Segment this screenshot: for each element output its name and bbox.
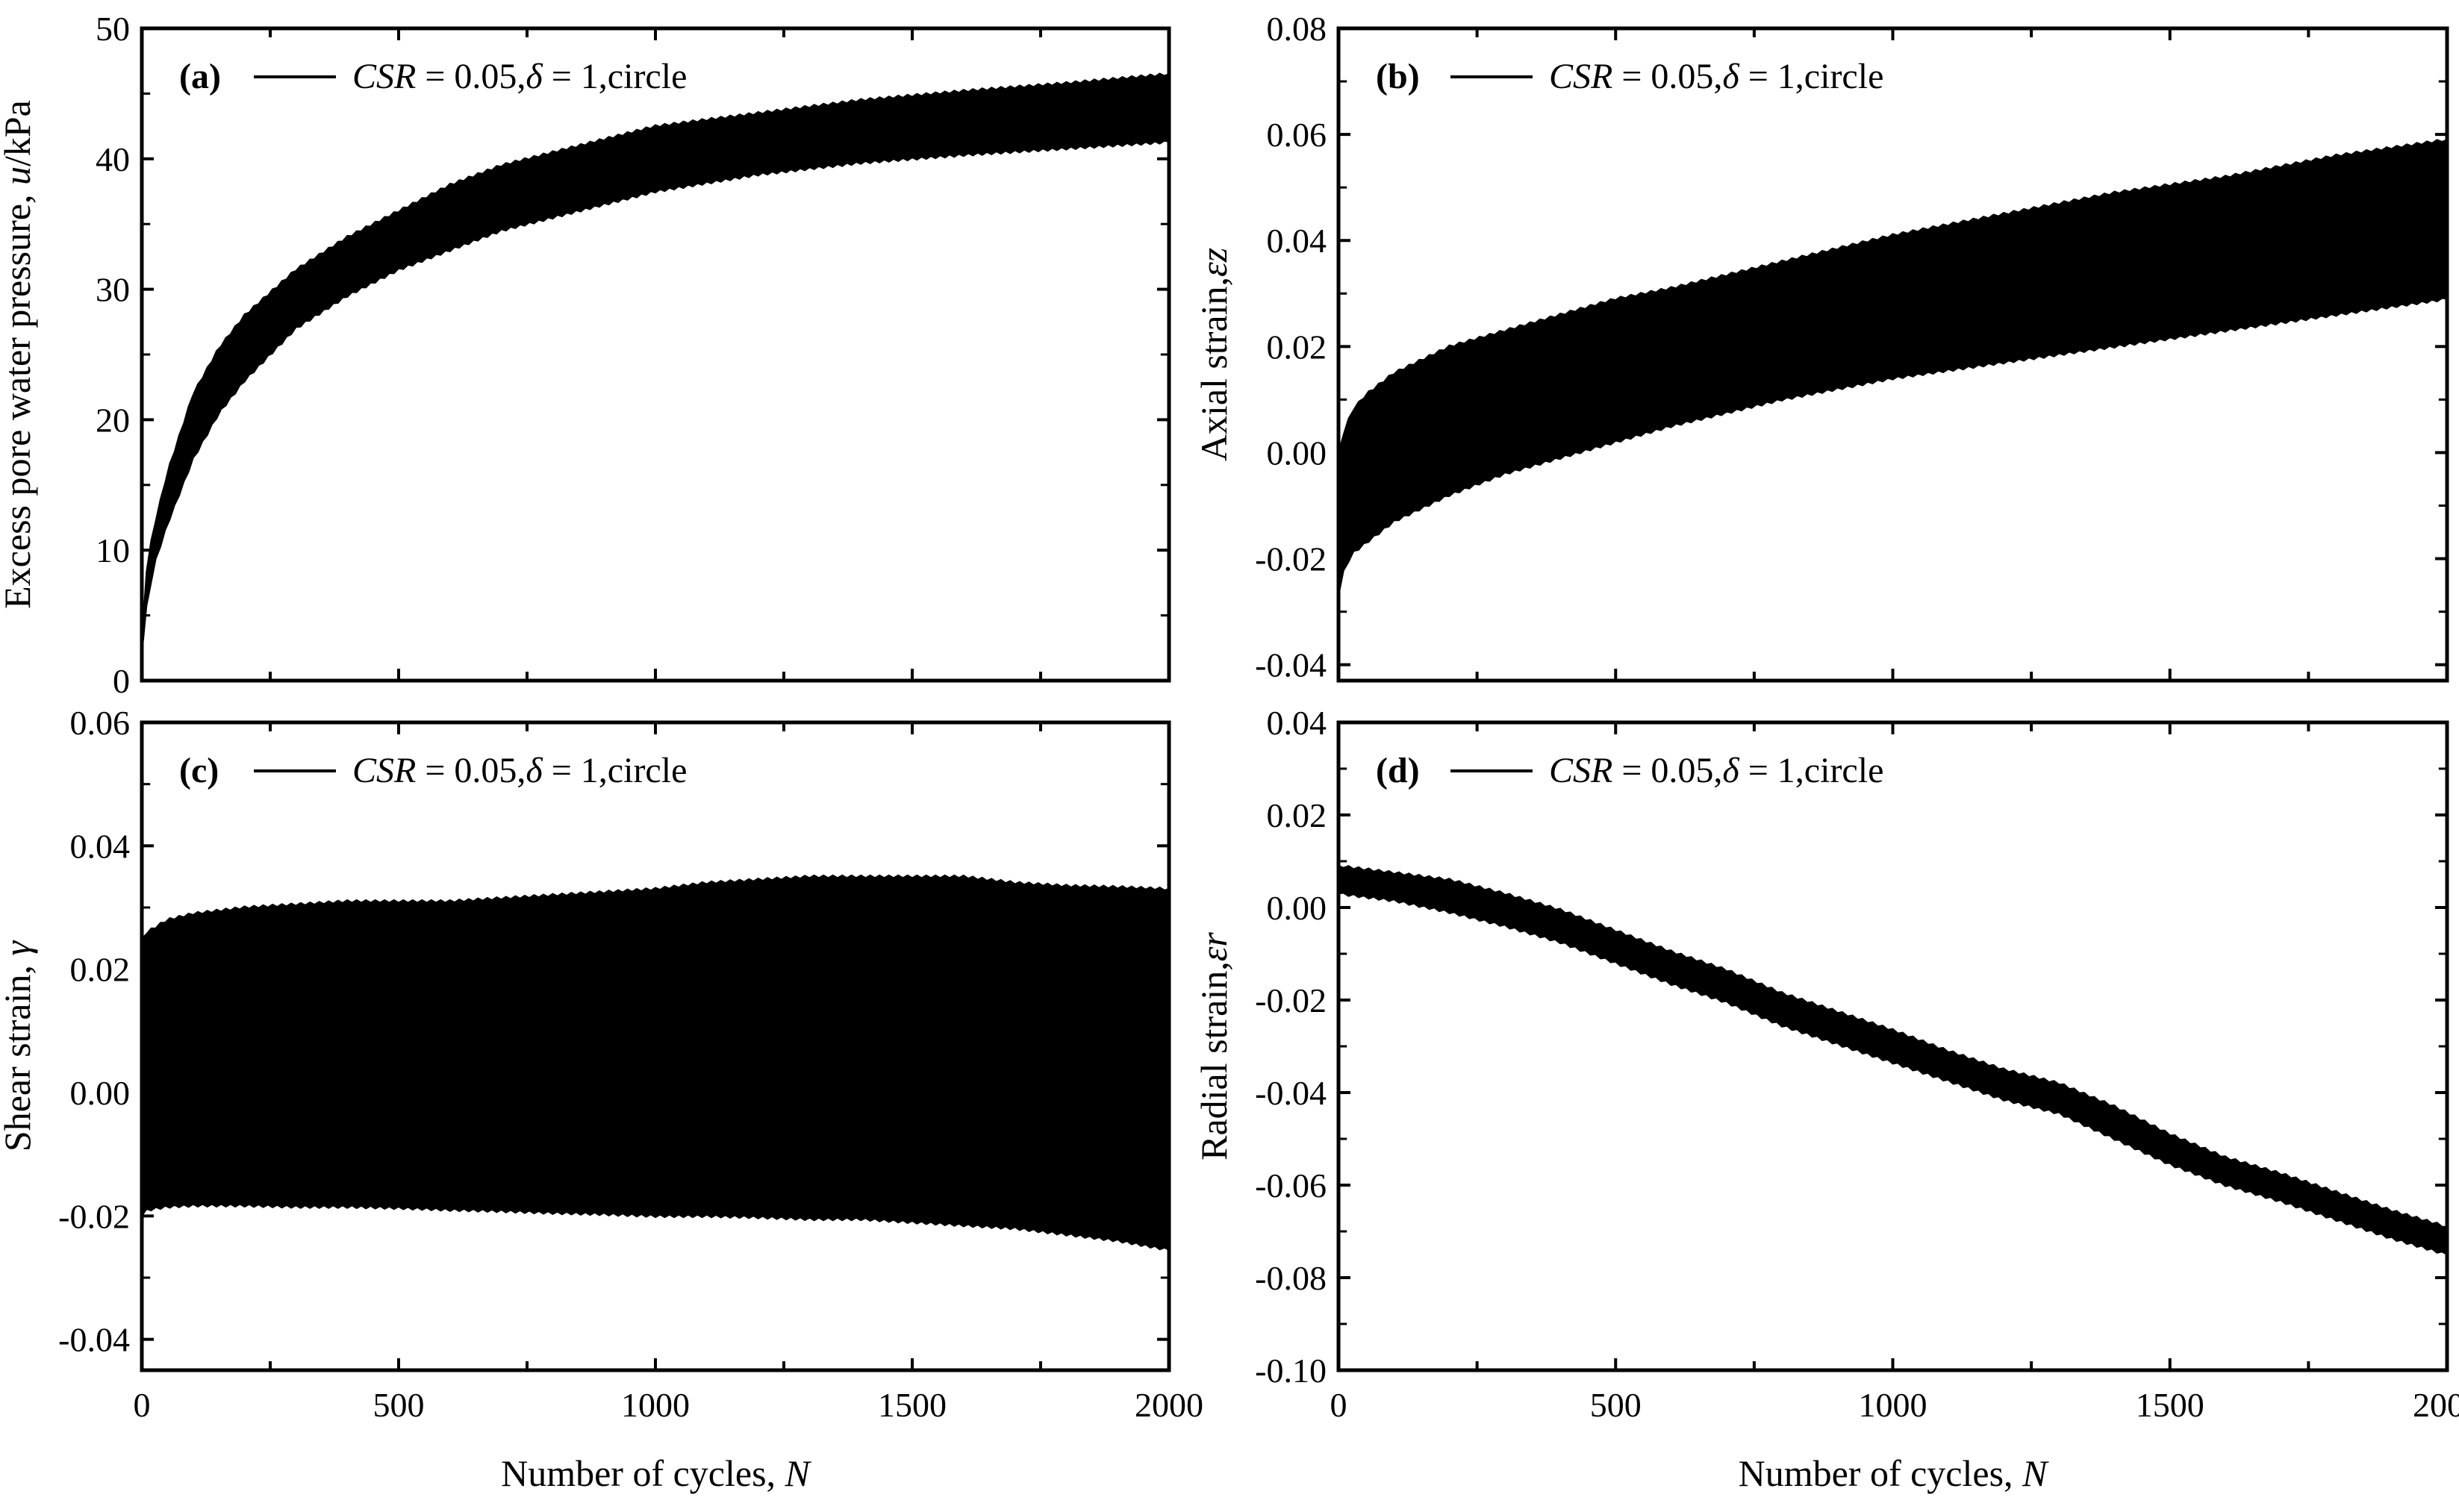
panel-b-ylabel: Axial strain,εz [1193,248,1235,461]
panel-a-letter: (a) [179,57,221,96]
panel-b-ylabel-pre: Axial strain, [1193,277,1235,461]
panel-a-ylabel-post: /kPa [0,100,38,166]
panel-d-ytick-label: -0.04 [1255,1074,1327,1112]
panel-a-ylabel-pre: Excess pore water pressure, [0,185,38,609]
panel-b: -0.04 -0.02 0.00 0.02 0.04 0.06 0.08 (b) CSR =… [1193,10,2449,684]
panel-a-ylabel: Excess pore water pressure, u/kPa [0,100,38,609]
panel-c-legend-value: = 0.05, [416,751,526,790]
panel-d-legend-tail: = 1,circle [1739,751,1884,790]
panel-a-ytick-label: 20 [96,401,130,439]
panel-a-legend-delta: δ [526,57,543,96]
panel-d-xtick-label: 1000 [1859,1386,1927,1424]
panel-d-ytick-label: 0.02 [1267,796,1327,834]
panel-c-signal-band [141,874,1170,1252]
panel-d-xtick-label: 2000 [2413,1386,2459,1424]
panel-d-ylabel-pre: Radial strain, [1193,961,1235,1160]
panel-d-ticks: 0 500 1000 1500 2000 -0.10 -0.08 -0.06 -0.04 -0.0… [1255,704,2459,1424]
panel-b-ticks: -0.04 -0.02 0.00 0.02 0.04 0.06 0.08 [1255,10,2449,684]
panel-a-ytick-label: 30 [96,271,130,309]
panel-c-xtick-label: 2000 [1135,1386,1203,1424]
panel-a-legend-text: CSR = 0.05,δ = 1,circle [352,57,687,96]
panel-b-ytick-label: -0.02 [1255,540,1327,578]
panel-a-legend-value: = 0.05, [416,57,526,96]
panel-c-xtick-label: 1500 [878,1386,947,1424]
panel-d-xtick-label: 1500 [2136,1386,2204,1424]
panel-d-xtick-label: 0 [1330,1386,1347,1424]
panel-a-ytick-label: 40 [96,140,130,178]
panel-d-letter: (d) [1376,751,1420,790]
panel-c: 0 500 1000 1500 2000 -0.04 -0.02 0.00 0.02 0.04 0.… [0,704,1203,1494]
panel-a-ylabel-sym: u [0,166,38,185]
panel-d-ytick-label: -0.06 [1255,1166,1327,1205]
panel-c-letter: (c) [179,751,219,790]
panel-b-ytick-label: 0.08 [1267,10,1327,48]
panel-c-xtick-label: 500 [373,1386,425,1424]
panel-d-legend-value: = 0.05, [1612,751,1722,790]
panel-b-ytick-label: -0.04 [1255,646,1327,684]
panel-a-ticks: 0 10 20 30 40 50 [96,10,1171,700]
panel-d-ytick-label: -0.02 [1255,981,1327,1019]
panel-c-ylabel-pre: Shear strain, [0,956,38,1152]
panel-b-letter: (b) [1376,57,1420,96]
panel-d-legend-csr: CSR [1549,751,1612,790]
panel-d-legend: (d) CSR = 0.05,δ = 1,circle [1376,751,1883,790]
panel-b-legend-tail: = 1,circle [1739,57,1884,96]
panel-c-ytick-label: -0.04 [58,1321,130,1359]
panel-c-ylabel-sym: γ [0,940,38,956]
panel-c-legend-delta: δ [526,751,543,790]
panel-b-legend-delta: δ [1722,57,1739,96]
panel-d-legend-text: CSR = 0.05,δ = 1,circle [1549,751,1883,790]
panel-b-ylabel-sym: εz [1193,248,1235,277]
panel-c-ticks: 0 500 1000 1500 2000 -0.04 -0.02 0.00 0.02 0.04 0.… [58,704,1203,1424]
panel-a-ytick-label: 10 [96,531,130,569]
panel-d-ytick-label: 0.04 [1267,704,1327,742]
panel-a-legend-csr: CSR [352,57,416,96]
panel-c-ytick-label: 0.06 [70,704,131,742]
panel-b-ytick-label: 0.00 [1267,434,1327,472]
panel-d-xlabel-pre: Number of cycles, [1739,1452,2022,1494]
panel-c-legend-text: CSR = 0.05,δ = 1,circle [352,751,687,790]
panel-c-ytick-label: -0.02 [58,1197,130,1235]
panel-a-ytick-label: 0 [113,662,130,700]
panel-c-legend-tail: = 1,circle [543,751,688,790]
panel-c-ytick-label: 0.00 [70,1074,131,1112]
panel-c-legend: (c) CSR = 0.05,δ = 1,circle [179,751,687,790]
panel-b-legend-value: = 0.05, [1612,57,1722,96]
panel-d-ytick-label: -0.10 [1255,1352,1327,1390]
panel-c-band [141,874,1170,1252]
panel-c-ytick-label: 0.02 [70,951,131,989]
panel-c-xlabel: Number of cycles, N [501,1452,811,1494]
panel-c-ylabel: Shear strain, γ [0,940,38,1152]
panel-d-ylabel: Radial strain,εr [1193,932,1235,1160]
panel-c-xtick-label: 0 [134,1386,151,1424]
panel-c-xtick-label: 1000 [621,1386,690,1424]
panel-c-xlabel-pre: Number of cycles, [501,1452,785,1494]
panel-a-legend: (a) CSR = 0.05,δ = 1,circle [179,57,687,96]
panel-c-legend-csr: CSR [352,751,416,790]
panel-d-ytick-label: -0.08 [1255,1259,1327,1297]
panel-b-ytick-label: 0.06 [1267,116,1327,154]
panel-d-xlabel: Number of cycles, N [1739,1452,2049,1494]
panel-d: 0 500 1000 1500 2000 -0.10 -0.08 -0.06 -0.04 -0.0… [1193,704,2459,1494]
panel-d-xtick-label: 500 [1590,1386,1642,1424]
panel-a-legend-tail: = 1,circle [543,57,688,96]
panel-c-xlabel-sym: N [785,1452,812,1494]
panel-b-legend: (b) CSR = 0.05,δ = 1,circle [1376,57,1883,96]
panel-d-ylabel-sym: εr [1193,932,1235,962]
panel-b-ytick-label: 0.02 [1267,328,1327,366]
panel-d-legend-delta: δ [1722,751,1739,790]
panel-b-legend-text: CSR = 0.05,δ = 1,circle [1549,57,1883,96]
panel-b-legend-csr: CSR [1549,57,1612,96]
panel-c-ytick-label: 0.04 [70,827,131,865]
panel-b-ytick-label: 0.04 [1267,222,1327,260]
panel-d-xlabel-sym: N [2022,1452,2049,1494]
panel-d-ytick-label: 0.00 [1267,889,1327,927]
panel-a-ytick-label: 50 [96,10,130,48]
